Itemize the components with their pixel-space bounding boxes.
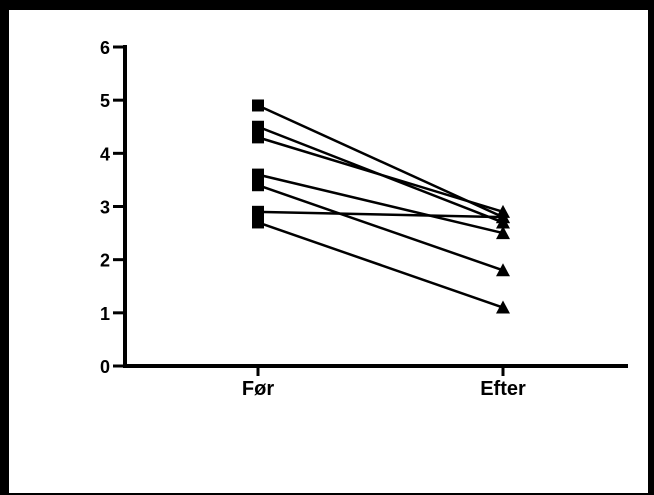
series-line	[257, 210, 504, 219]
y-tick-label: 2	[100, 251, 110, 271]
y-tick-label: 5	[100, 91, 110, 111]
x-axis-categories: Før Efter	[242, 366, 526, 400]
triangle-marker	[496, 226, 510, 240]
square-marker	[252, 131, 264, 144]
series-markers	[252, 99, 510, 314]
triangle-marker	[496, 210, 510, 224]
square-marker	[252, 205, 264, 218]
y-tick-label: 4	[100, 144, 110, 164]
square-marker	[252, 120, 264, 133]
series-line	[257, 221, 504, 309]
series-line	[257, 136, 504, 214]
series-line	[257, 173, 504, 235]
y-axis-ticks: 0 1 2 3 4 5 6	[100, 38, 125, 377]
x-category-label: Efter	[480, 378, 526, 400]
square-marker	[252, 99, 264, 112]
y-tick-label: 3	[100, 198, 110, 218]
x-category-label: Før	[242, 378, 274, 400]
y-tick-label: 1	[100, 304, 110, 324]
series-lines	[257, 104, 504, 309]
square-marker	[252, 179, 264, 192]
y-tick-label: 0	[100, 357, 110, 377]
series-line	[257, 184, 504, 272]
y-tick-label: 6	[100, 38, 110, 58]
triangle-marker	[496, 300, 510, 314]
triangle-marker	[496, 263, 510, 277]
chart-axes	[123, 45, 628, 368]
square-marker	[252, 216, 264, 229]
square-marker	[252, 168, 264, 181]
